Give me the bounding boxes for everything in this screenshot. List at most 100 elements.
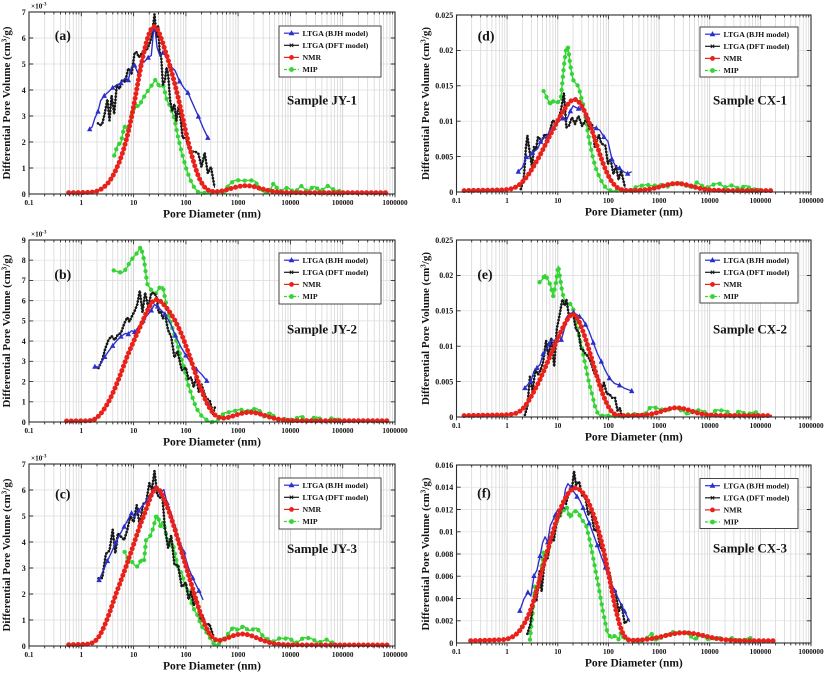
svg-text:1000: 1000 <box>231 199 246 207</box>
svg-text:3: 3 <box>22 564 26 573</box>
svg-text:Differential Pore Volume (cm3/: Differential Pore Volume (cm3/g) <box>1 478 14 631</box>
svg-text:8: 8 <box>22 256 26 265</box>
svg-text:1000: 1000 <box>652 648 667 656</box>
svg-text:Differential Pore Volume (cm3/: Differential Pore Volume (cm3/g) <box>420 252 433 405</box>
svg-text:1: 1 <box>505 197 509 205</box>
svg-text:1: 1 <box>22 616 26 625</box>
svg-text:(a): (a) <box>55 28 71 44</box>
svg-text:0.002: 0.002 <box>435 617 453 626</box>
svg-text:7: 7 <box>22 276 26 285</box>
svg-text:10: 10 <box>554 648 562 656</box>
svg-text:100: 100 <box>181 651 192 659</box>
svg-text:0.005: 0.005 <box>435 152 453 161</box>
svg-text:10: 10 <box>554 422 562 430</box>
svg-text:MIP: MIP <box>303 65 318 74</box>
svg-text:0.005: 0.005 <box>435 377 453 386</box>
svg-text:MIP: MIP <box>724 292 739 301</box>
svg-text:1000000: 1000000 <box>382 199 408 207</box>
svg-text:(e): (e) <box>477 267 492 283</box>
svg-text:0: 0 <box>22 642 26 651</box>
svg-text:Differential Pore Volume (cm3/: Differential Pore Volume (cm3/g) <box>420 27 433 180</box>
svg-text:100: 100 <box>181 199 192 207</box>
svg-text:LTGA (BJH model): LTGA (BJH model) <box>303 29 369 38</box>
svg-text:100000: 100000 <box>750 197 772 205</box>
svg-text:NMR: NMR <box>303 53 322 62</box>
svg-text:LTGA (DFT model): LTGA (DFT model) <box>303 493 369 502</box>
svg-text:Pore Diameter (nm): Pore Diameter (nm) <box>163 437 261 449</box>
svg-text:3: 3 <box>22 357 26 366</box>
svg-text:Pore Diameter (nm): Pore Diameter (nm) <box>163 661 261 673</box>
svg-text:5: 5 <box>22 60 26 69</box>
svg-text:1000: 1000 <box>652 422 667 430</box>
svg-text:0.1: 0.1 <box>452 197 461 205</box>
svg-text:10: 10 <box>130 199 138 207</box>
svg-text:10: 10 <box>130 427 138 435</box>
svg-text:LTGA (BJH model): LTGA (BJH model) <box>303 256 369 265</box>
svg-text:0.008: 0.008 <box>435 550 453 559</box>
svg-text:LTGA (DFT model): LTGA (DFT model) <box>724 42 790 51</box>
svg-text:1000: 1000 <box>231 427 246 435</box>
svg-text:2: 2 <box>22 590 26 599</box>
svg-text:0: 0 <box>22 190 26 199</box>
svg-text:Pore Diameter (nm): Pore Diameter (nm) <box>585 432 683 444</box>
svg-text:0.004: 0.004 <box>435 594 453 603</box>
svg-text:MIP: MIP <box>724 518 739 527</box>
svg-text:NMR: NMR <box>724 280 743 289</box>
svg-text:Sample CX-2: Sample CX-2 <box>713 322 787 337</box>
svg-text:6: 6 <box>22 34 26 43</box>
svg-text:0.1: 0.1 <box>25 427 34 435</box>
svg-text:0.02: 0.02 <box>439 271 453 280</box>
svg-text:9: 9 <box>22 236 26 245</box>
svg-text:5: 5 <box>22 317 26 326</box>
svg-text:1: 1 <box>80 427 84 435</box>
svg-text:5: 5 <box>22 512 26 521</box>
svg-text:0: 0 <box>449 413 453 422</box>
svg-text:Sample CX-1: Sample CX-1 <box>713 93 787 108</box>
svg-text:10000: 10000 <box>701 648 719 656</box>
svg-text:Sample CX-3: Sample CX-3 <box>713 541 788 556</box>
svg-text:0.01: 0.01 <box>439 342 453 351</box>
svg-text:1000000: 1000000 <box>382 427 408 435</box>
svg-text:7: 7 <box>22 460 26 469</box>
svg-text:6: 6 <box>22 486 26 495</box>
svg-text:0: 0 <box>22 418 26 427</box>
svg-text:100000: 100000 <box>750 422 772 430</box>
svg-text:1000: 1000 <box>652 197 667 205</box>
svg-text:0.1: 0.1 <box>452 422 461 430</box>
svg-text:1000000: 1000000 <box>798 422 824 430</box>
svg-text:2: 2 <box>22 138 26 147</box>
svg-text:0.015: 0.015 <box>435 82 453 91</box>
svg-text:0.02: 0.02 <box>439 46 453 55</box>
svg-text:100: 100 <box>603 197 614 205</box>
svg-text:1000000: 1000000 <box>798 648 824 656</box>
svg-text:10000: 10000 <box>281 651 299 659</box>
svg-text:×10-3: ×10-3 <box>31 3 47 11</box>
svg-text:100: 100 <box>181 427 192 435</box>
svg-text:4: 4 <box>22 538 26 547</box>
svg-text:NMR: NMR <box>724 506 743 515</box>
svg-text:LTGA (BJH model): LTGA (BJH model) <box>724 481 790 490</box>
svg-text:(f): (f) <box>477 486 491 502</box>
svg-text:Pore Diameter (nm): Pore Diameter (nm) <box>585 207 683 219</box>
svg-text:0.014: 0.014 <box>435 483 453 492</box>
svg-text:3: 3 <box>22 112 26 121</box>
svg-text:1: 1 <box>80 199 84 207</box>
svg-text:2: 2 <box>22 377 26 386</box>
svg-text:0: 0 <box>449 639 453 648</box>
svg-text:100000: 100000 <box>332 199 354 207</box>
svg-text:Sample JY-1: Sample JY-1 <box>287 93 357 108</box>
svg-text:100: 100 <box>603 648 614 656</box>
svg-text:LTGA (DFT model): LTGA (DFT model) <box>303 41 369 50</box>
svg-text:(d): (d) <box>478 29 495 45</box>
svg-text:Sample JY-3: Sample JY-3 <box>287 541 357 556</box>
svg-text:7: 7 <box>22 8 26 17</box>
svg-text:0.1: 0.1 <box>452 648 461 656</box>
svg-text:4: 4 <box>22 86 26 95</box>
svg-text:LTGA (BJH model): LTGA (BJH model) <box>724 30 790 39</box>
svg-text:Pore Diameter (nm): Pore Diameter (nm) <box>163 209 261 221</box>
svg-text:6: 6 <box>22 297 26 306</box>
svg-text:Differential Pore Volume (cm3/: Differential Pore Volume (cm3/g) <box>1 254 14 407</box>
svg-text:0.01: 0.01 <box>439 528 453 537</box>
svg-text:1000000: 1000000 <box>798 197 824 205</box>
svg-text:MIP: MIP <box>303 292 318 301</box>
